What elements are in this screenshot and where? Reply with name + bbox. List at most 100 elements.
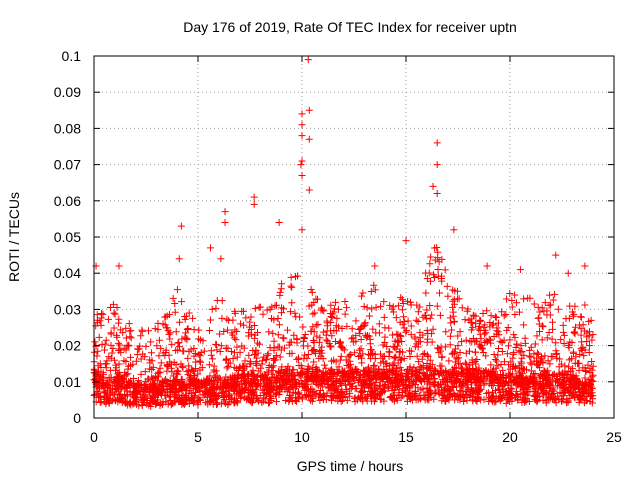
roti-point xyxy=(93,352,101,360)
roti-point xyxy=(310,358,318,366)
roti-point xyxy=(537,385,545,393)
roti-point xyxy=(101,360,109,368)
roti-point xyxy=(468,373,476,381)
roti-point xyxy=(109,300,117,308)
roti-point xyxy=(575,360,583,368)
roti-point xyxy=(328,380,336,388)
roti-point xyxy=(431,244,439,252)
roti-point xyxy=(358,359,366,367)
roti-point xyxy=(559,395,567,403)
roti-point xyxy=(480,372,488,380)
roti-point xyxy=(559,328,567,336)
roti-point xyxy=(358,395,366,403)
roti-point xyxy=(296,372,304,380)
roti-point xyxy=(332,395,340,403)
roti-point xyxy=(421,349,429,357)
roti-point xyxy=(358,292,366,300)
y-tick-label: 0.09 xyxy=(54,84,81,100)
roti-point xyxy=(147,338,155,346)
roti-point xyxy=(464,305,472,313)
roti-point xyxy=(435,370,443,378)
roti-point xyxy=(268,315,276,323)
roti-point xyxy=(298,364,306,372)
roti-point xyxy=(479,310,487,318)
roti-point xyxy=(155,336,163,344)
roti-point xyxy=(438,353,446,361)
roti-point xyxy=(472,360,480,368)
roti-point xyxy=(419,313,427,321)
roti-point xyxy=(426,260,434,268)
roti-point xyxy=(467,326,475,334)
roti-point xyxy=(233,327,241,335)
roti-point xyxy=(175,343,183,351)
roti-point xyxy=(260,353,268,361)
roti-point xyxy=(275,321,283,329)
roti-point xyxy=(184,371,192,379)
roti-point xyxy=(213,400,221,408)
roti-point xyxy=(381,382,389,390)
roti-point xyxy=(250,322,258,330)
roti-point xyxy=(259,397,267,405)
roti-point xyxy=(102,380,110,388)
roti-point xyxy=(231,307,239,315)
roti-point xyxy=(568,339,576,347)
roti-point xyxy=(377,395,385,403)
roti-point xyxy=(206,327,214,335)
roti-point xyxy=(585,349,593,357)
roti-point xyxy=(122,324,130,332)
roti-point xyxy=(552,251,560,259)
roti-point xyxy=(508,296,516,304)
roti-point xyxy=(425,376,433,384)
roti-point xyxy=(298,157,306,165)
roti-point xyxy=(284,362,292,370)
y-tick-label: 0 xyxy=(73,410,81,426)
roti-point xyxy=(182,329,190,337)
roti-point xyxy=(478,344,486,352)
roti-point xyxy=(511,311,519,319)
roti-point xyxy=(475,394,483,402)
roti-point xyxy=(557,360,565,368)
roti-point xyxy=(203,376,211,384)
roti-point xyxy=(249,394,257,402)
roti-point xyxy=(336,356,344,364)
roti-point xyxy=(283,326,291,334)
roti-point xyxy=(468,359,476,367)
roti-point xyxy=(421,396,429,404)
roti-point xyxy=(277,369,285,377)
roti-point xyxy=(518,364,526,372)
roti-point xyxy=(142,342,150,350)
roti-point xyxy=(124,341,132,349)
roti-point xyxy=(362,379,370,387)
x-tick-label: 25 xyxy=(606,429,622,445)
roti-point xyxy=(263,351,271,359)
roti-point xyxy=(147,349,155,357)
roti-point xyxy=(332,375,340,383)
roti-point xyxy=(397,333,405,341)
roti-point xyxy=(379,341,387,349)
roti-point xyxy=(274,331,282,339)
roti-point xyxy=(332,327,340,335)
roti-point xyxy=(498,394,506,402)
roti-point xyxy=(403,397,411,405)
roti-point xyxy=(97,363,105,371)
roti-point xyxy=(216,348,224,356)
roti-point xyxy=(347,370,355,378)
roti-point xyxy=(426,364,434,372)
roti-point xyxy=(291,389,299,397)
roti-point xyxy=(187,396,195,404)
roti-point xyxy=(431,273,439,281)
roti-point xyxy=(342,356,350,364)
roti-point xyxy=(397,372,405,380)
roti-point xyxy=(386,362,394,370)
roti-point xyxy=(400,380,408,388)
roti-point xyxy=(183,387,191,395)
roti-point xyxy=(489,369,497,377)
roti-point xyxy=(361,380,369,388)
roti-point xyxy=(99,374,107,382)
roti-point xyxy=(393,330,401,338)
roti-point xyxy=(480,330,488,338)
roti-point xyxy=(381,370,389,378)
roti-point xyxy=(203,393,211,401)
roti-point xyxy=(309,310,317,318)
roti-point xyxy=(258,399,266,407)
